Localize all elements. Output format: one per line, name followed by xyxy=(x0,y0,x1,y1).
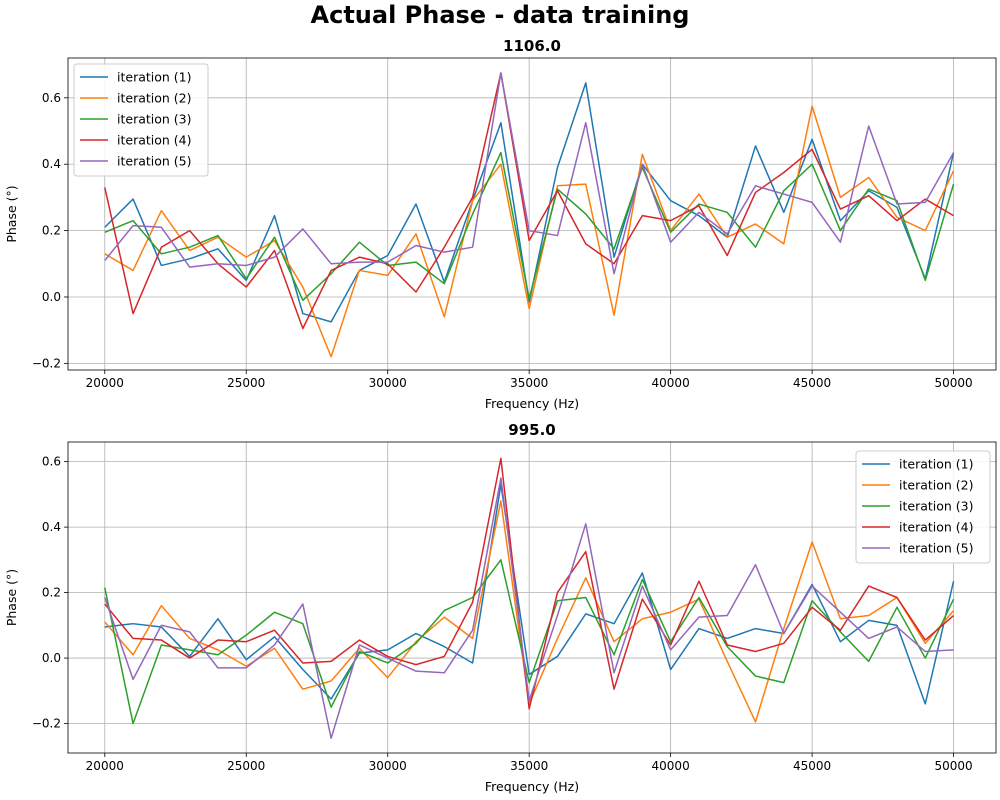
legend-label-2: iteration (2) xyxy=(117,91,192,106)
y-tick-label: −0.2 xyxy=(32,717,61,731)
x-tick-label: 20000 xyxy=(86,759,124,773)
legend-label-4: iteration (4) xyxy=(899,520,974,535)
legend-label-4: iteration (4) xyxy=(117,133,192,148)
y-axis-label: Phase (°) xyxy=(4,185,19,242)
y-tick-label: 0.0 xyxy=(42,290,61,304)
legend-label-2: iteration (2) xyxy=(899,478,974,493)
legend: iteration (1) iteration (2) iteration (3) i… xyxy=(73,63,209,177)
series-line-3 xyxy=(104,559,955,725)
legend-label-1: iteration (1) xyxy=(899,457,974,472)
series-line-3 xyxy=(104,151,955,302)
x-tick-label: 25000 xyxy=(227,759,265,773)
series-line-4 xyxy=(104,457,955,710)
y-tick-label: 0.4 xyxy=(42,520,61,534)
y-tick-label: 0.2 xyxy=(42,586,61,600)
legend: iteration (1) iteration (2) iteration (3) i… xyxy=(855,450,991,564)
x-tick-label: 35000 xyxy=(510,376,548,390)
x-tick-label: 40000 xyxy=(652,376,690,390)
legend-box xyxy=(855,450,991,564)
y-tick-label: 0.2 xyxy=(42,224,61,238)
legend-label-5: iteration (5) xyxy=(117,154,192,169)
x-tick-label: 50000 xyxy=(934,376,972,390)
x-tick-label: 45000 xyxy=(793,376,831,390)
x-tick-label: 45000 xyxy=(793,759,831,773)
series-line-5 xyxy=(104,477,954,740)
x-tick-label: 40000 xyxy=(652,759,690,773)
x-tick-label: 35000 xyxy=(510,759,548,773)
series-line-5 xyxy=(104,72,955,275)
series-line-1 xyxy=(104,82,955,323)
x-tick-label: 20000 xyxy=(86,376,124,390)
chart-title: 995.0 xyxy=(508,421,555,439)
x-tick-label: 30000 xyxy=(369,376,407,390)
y-axis-label: Phase (°) xyxy=(4,569,19,626)
legend-label-5: iteration (5) xyxy=(899,541,974,556)
y-tick-label: 0.6 xyxy=(42,91,61,105)
x-tick-label: 30000 xyxy=(369,759,407,773)
series-line-1 xyxy=(104,483,955,705)
y-tick-label: 0.6 xyxy=(42,455,61,469)
figure-title: Actual Phase - data training xyxy=(310,1,690,29)
x-axis-label: Frequency (Hz) xyxy=(485,779,579,794)
y-tick-label: 0.4 xyxy=(42,157,61,171)
y-tick-label: 0.0 xyxy=(42,651,61,665)
x-tick-label: 25000 xyxy=(227,376,265,390)
chart-title: 1106.0 xyxy=(503,37,561,55)
plot-frame xyxy=(67,57,997,371)
series-line-4 xyxy=(104,72,954,330)
legend-label-1: iteration (1) xyxy=(117,70,192,85)
chart-panel-2: 20000 25000 30000 35000 40000 45000 50000 −0.2 0… xyxy=(4,421,997,794)
legend-label-3: iteration (3) xyxy=(117,112,192,127)
chart-panel-1: 20000 25000 30000 35000 40000 45000 50000 −0.2 0… xyxy=(4,37,997,411)
y-tick-label: −0.2 xyxy=(32,356,61,370)
x-axis-label: Frequency (Hz) xyxy=(485,396,579,411)
legend-box xyxy=(73,63,209,177)
legend-label-3: iteration (3) xyxy=(899,499,974,514)
series-line-2 xyxy=(104,105,955,358)
plot-frame xyxy=(67,441,997,754)
x-tick-label: 50000 xyxy=(934,759,972,773)
